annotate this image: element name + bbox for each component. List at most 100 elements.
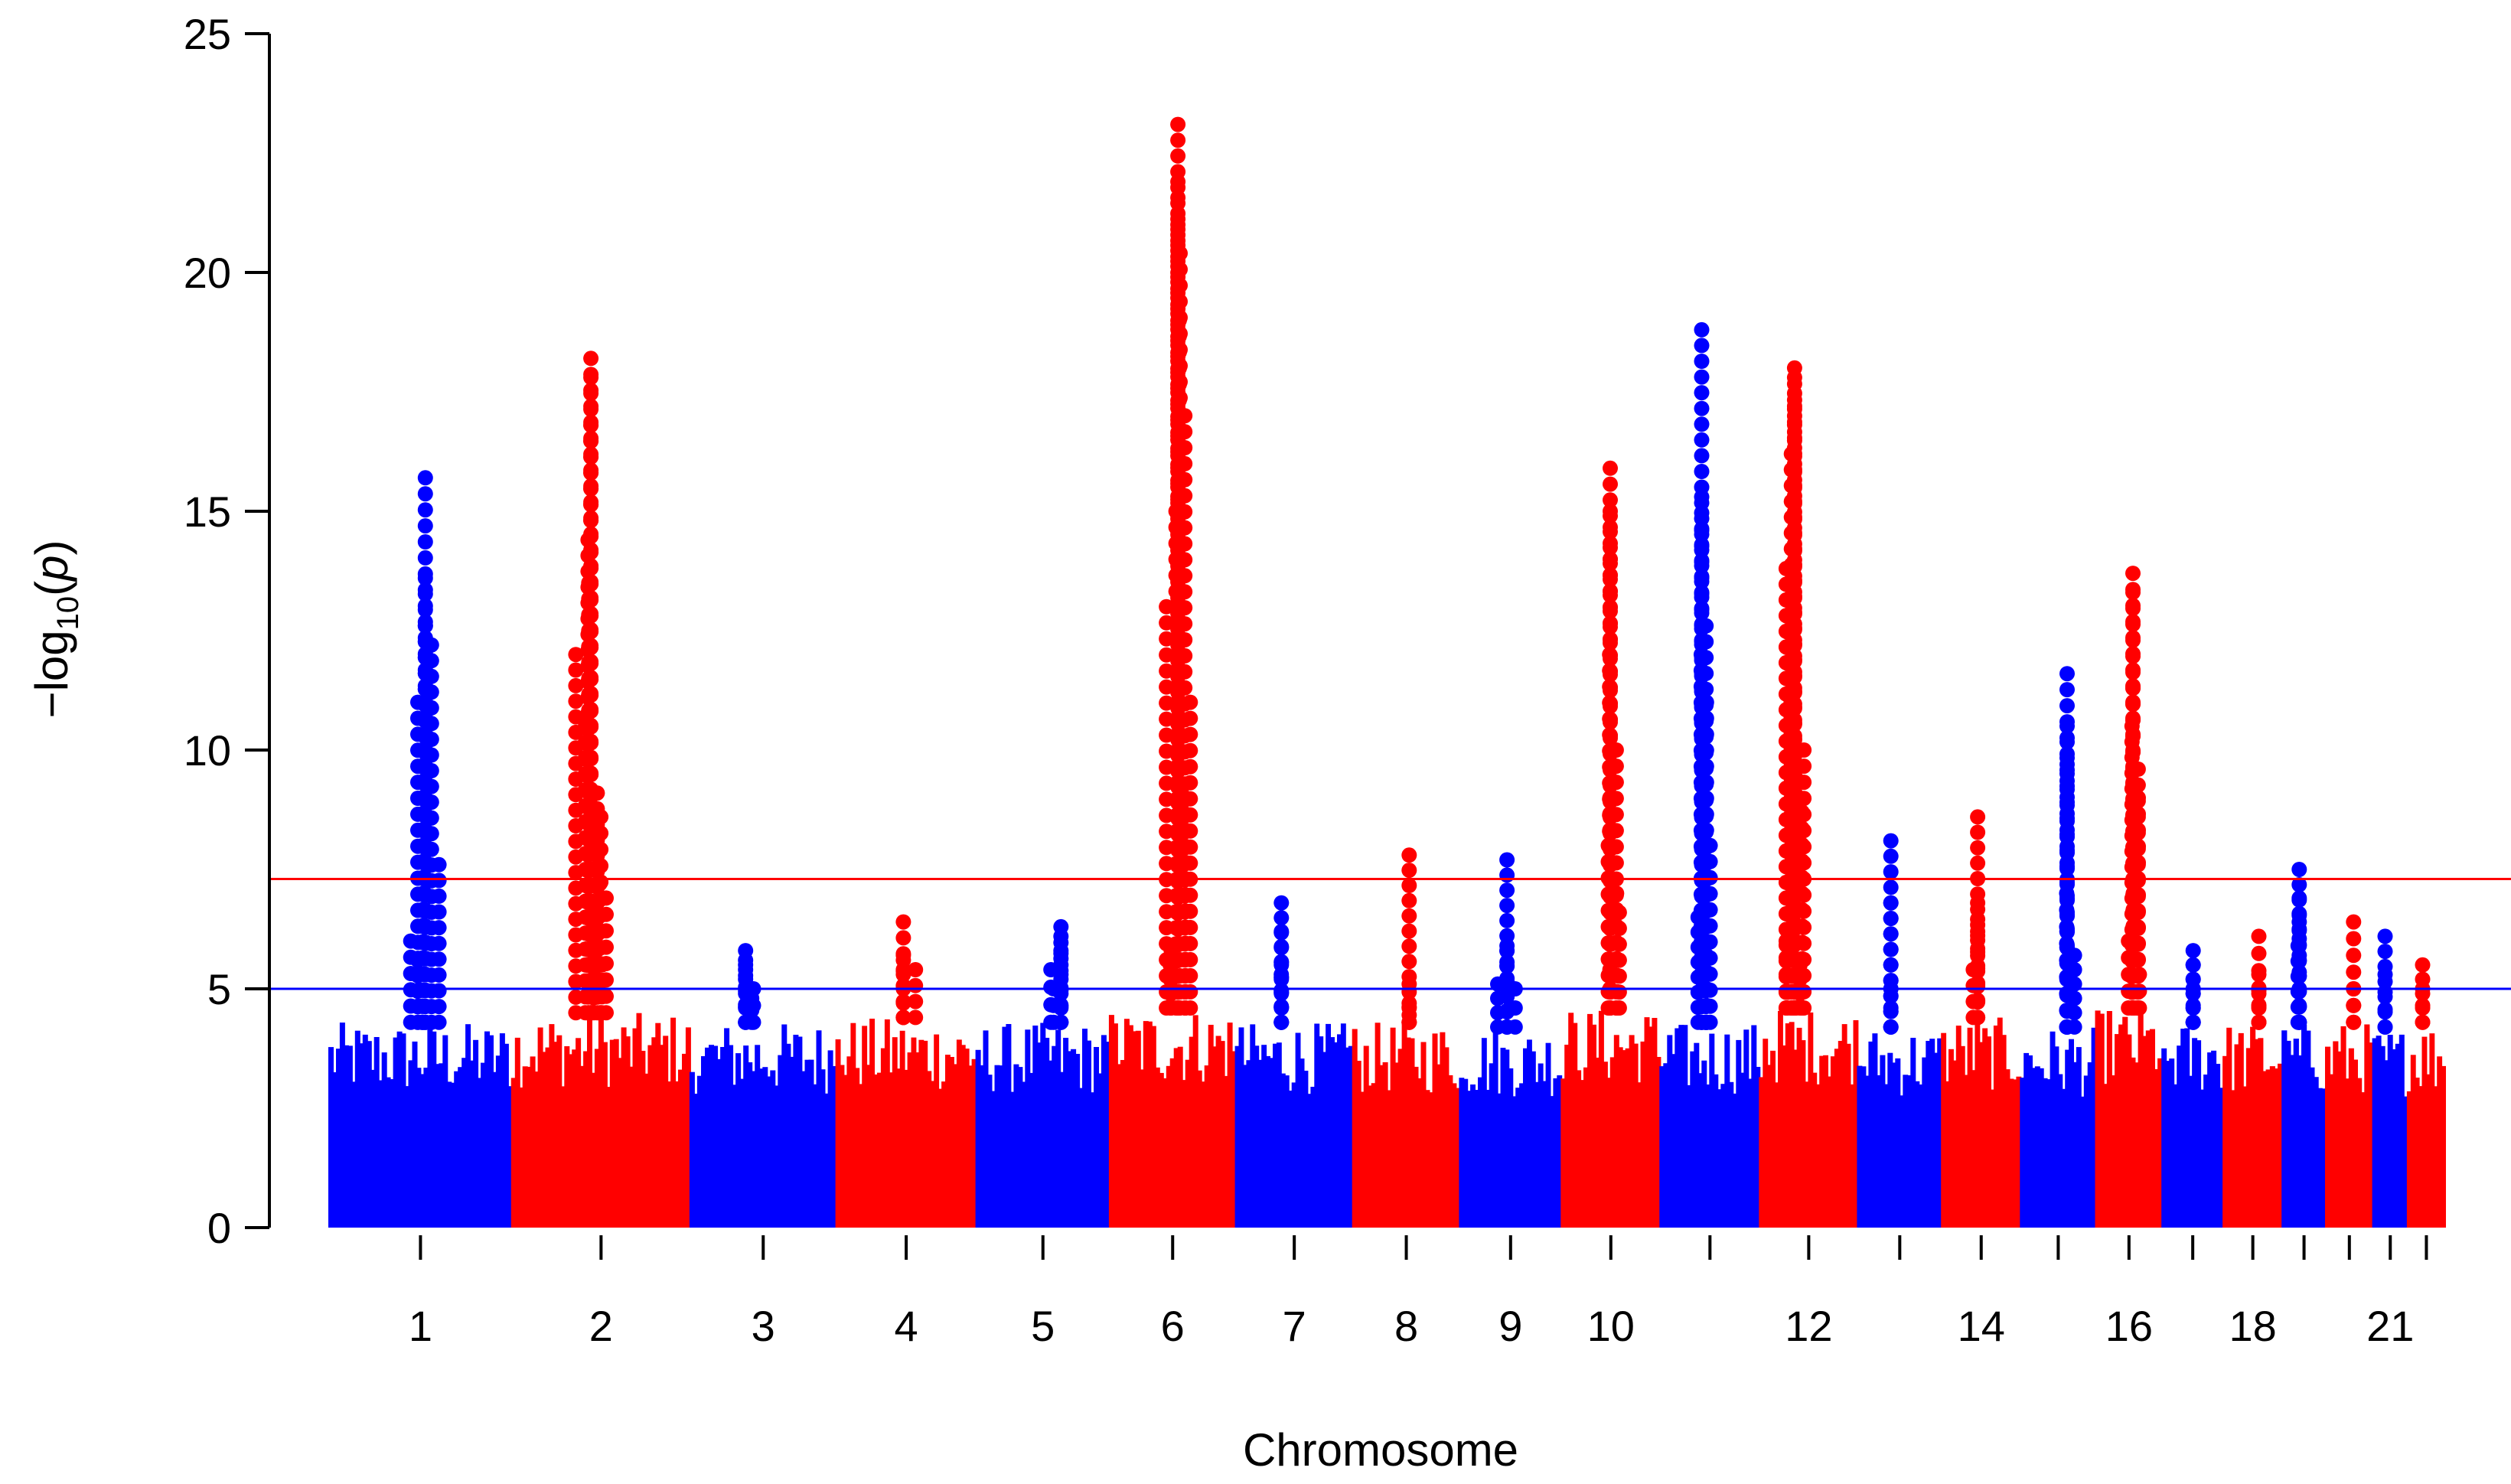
chromosome-5-point-band [1104,1042,1110,1228]
chromosome-1-point-band [328,1047,334,1228]
chromosome-3-point-band [766,1076,772,1228]
chromosome-2-point-band [545,1047,551,1228]
chromosome-5-point-band [1048,1060,1054,1228]
chromosome-6-snp-point [1177,440,1193,455]
chromosome-7-point-band [1273,1043,1278,1228]
chromosome-1-points [328,470,513,1228]
chromosome-10-point-band [1564,1045,1570,1228]
chromosome-1-point-band [354,1030,360,1228]
chromosome-7-point-band [1276,1042,1282,1228]
chromosome-10-point-band [1576,1070,1582,1228]
y-axis-title-close: ) [26,540,77,556]
chromosome-7-point-band [1265,1055,1270,1228]
chromosome-6-snp-point [1159,647,1175,663]
chromosome-9-snp-point [1499,867,1515,883]
chromosome-4-point-band [846,1056,853,1228]
chromosome-11-snp-point [1694,489,1710,505]
chromosome-11-snp-point [1698,694,1714,710]
chromosome-11-snp-point [1694,554,1710,570]
chromosome-6-snp-point [1182,758,1198,775]
chromosome-17-snp-point [2185,943,2201,959]
chromosome-11-snp-point [1702,837,1718,853]
chromosome-14-point-band [1941,1032,1947,1228]
x-tick-label: 1 [409,1302,432,1350]
chromosome-7-snp-point [1273,998,1290,1014]
chromosome-12-point-band [1823,1055,1828,1228]
chromosome-5-point-band [1029,1072,1035,1228]
chromosome-10-snp-point [1611,952,1627,968]
chromosome-21-snp-point [2377,967,2393,983]
chromosome-15-snp-point [2059,756,2075,772]
chromosome-6-snp-point [1168,535,1184,551]
chromosome-2-snp-point [578,766,593,782]
chromosome-3-point-band [808,1059,814,1228]
chromosome-4-point-band [934,1034,940,1228]
chromosome-1-point-band [396,1031,403,1228]
chromosome-2-snp-point [594,973,610,989]
chromosome-1-snp-point [416,886,431,902]
chromosome-15-point-band [2087,1062,2093,1228]
chromosome-10-point-band [1568,1013,1574,1228]
chromosome-20-snp-point [2346,931,2362,947]
chromosome-10-snp-point [1602,1000,1618,1016]
chromosome-12-snp-point [1783,446,1799,462]
chromosome-20-point-band [2333,1041,2339,1228]
chromosome-6-point-band [1123,1019,1130,1228]
chromosome-5-point-band [1059,1071,1065,1228]
chromosome-2-snp-point [581,638,597,654]
chromosome-17-point-band [2203,1075,2209,1228]
chromosome-15-points [2020,666,2097,1228]
chromosome-2-snp-point [581,670,597,687]
chromosome-4-point-band [926,1071,932,1228]
chromosome-1-snp-point [414,806,430,822]
chromosome-12-snp-point [1786,370,1802,386]
chromosome-1-snp-point [414,774,430,790]
chromosome-11-point-band [1720,1084,1727,1228]
chromosome-2-point-band [560,1086,566,1228]
chromosome-16-snp-point [2124,734,2140,750]
chromosome-1-point-band [423,1068,429,1228]
chromosome-19-points [2281,862,2327,1228]
chromosome-6-snp-point [1170,132,1186,148]
chromosome-2-snp-point [593,809,609,825]
chromosome-19-point-band [2289,1055,2295,1228]
chromosome-16-point-band [2118,1024,2125,1228]
chromosome-1-point-band [332,1072,338,1228]
chromosome-9-point-band [1485,1090,1491,1228]
chromosome-2-snp-point [580,548,596,563]
chromosome-17-point-band [2211,1050,2217,1228]
chromosome-1-point-band [412,1041,418,1228]
chromosome-15-snp-point [2059,773,2075,789]
chromosome-18-point-band [2238,1032,2244,1228]
chromosome-4-points [835,914,977,1228]
chromosome-9-snp-point [1499,943,1515,959]
chromosome-17-point-band [2165,1061,2171,1228]
chromosome-12-point-band [1770,1050,1776,1228]
chromosome-16-point-band [2141,1036,2147,1228]
chromosome-3-point-band [720,1047,726,1228]
chromosome-8-snp-point [1401,923,1417,939]
chromosome-4-snp-point [908,962,924,977]
chromosome-11-snp-point [1698,1014,1714,1030]
chromosome-13-point-band [1887,1052,1893,1228]
chromosome-2-point-band [530,1056,536,1228]
chromosome-7-point-band [1322,1052,1328,1228]
chromosome-2-point-band [659,1045,665,1228]
chromosome-18-snp-point [2251,945,2267,961]
chromosome-4-point-band [839,1065,845,1228]
chromosome-8-point-band [1378,1065,1384,1228]
chromosome-2-point-band [564,1046,570,1228]
chromosome-12-point-band [1845,1043,1851,1228]
chromosome-9-point-band [1459,1078,1465,1228]
chromosome-5-point-band [1052,1045,1058,1228]
chromosome-9-point-band [1508,1068,1514,1228]
chromosome-1-point-band [465,1024,471,1228]
chromosome-3-point-band [812,1084,818,1228]
chromosome-10-snp-point [1603,535,1618,551]
chromosome-11-snp-point [1694,432,1710,448]
chromosome-10-point-band [1613,1035,1619,1228]
chromosome-1-point-band [393,1037,399,1228]
chromosome-7-point-band [1250,1024,1256,1228]
chromosome-6-snp-point [1178,936,1193,951]
chromosome-2-snp-point [583,417,599,433]
